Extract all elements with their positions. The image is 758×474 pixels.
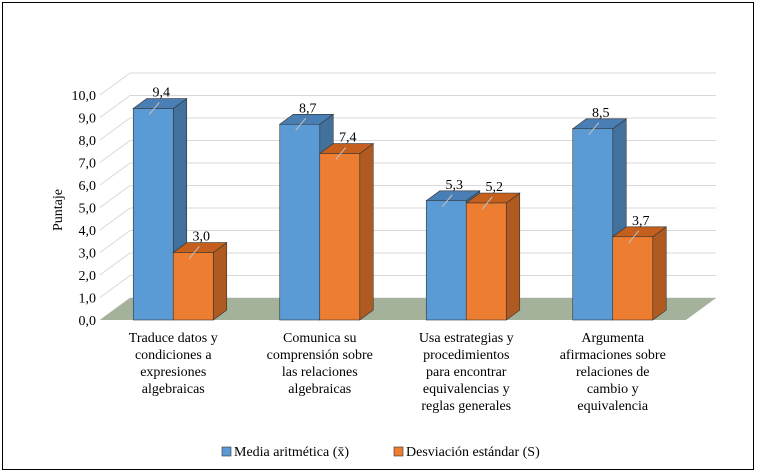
floor: [100, 298, 716, 320]
gridline-side: [99, 185, 131, 208]
bar-mean: [572, 128, 614, 321]
chart-floor: [100, 298, 716, 320]
bar-sd-side: [652, 226, 667, 321]
data-label-leader: [588, 122, 600, 136]
x-category-label: Argumenta afirmaciones sobre relaciones de…: [560, 331, 666, 414]
data-labels: 9,4 3,0 8,7 7,4 5,3 5,2 8,5 3,7: [148, 86, 650, 259]
data-label: 8,5: [592, 106, 610, 121]
y-tick-label: 1,0: [79, 292, 97, 307]
bar-sd: [612, 236, 654, 321]
data-label: 3,7: [632, 214, 650, 229]
legend: Media aritmética (x̄) Desviación estándar…: [221, 445, 540, 460]
x-category-label: Usa estrategias y procedimientos para enco…: [419, 331, 514, 414]
data-label: 9,4: [153, 86, 171, 101]
data-label: 5,2: [486, 180, 504, 195]
data-label: 5,3: [446, 178, 464, 193]
gridline-side: [99, 162, 131, 186]
legend-swatch: [393, 446, 404, 457]
bar-sd: [172, 252, 214, 321]
data-label-leader: [295, 117, 307, 131]
x-axis-categories: Traduce datos y condiciones a expresiones a…: [129, 331, 666, 414]
legend-label: Desviación estándar (S): [406, 445, 540, 460]
data-label-leader: [441, 194, 453, 208]
bar-mean: [279, 123, 321, 321]
gridline-side: [99, 275, 131, 298]
gridline-side: [99, 117, 131, 141]
data-label: 8,7: [299, 101, 317, 116]
data-label: 3,0: [193, 230, 211, 245]
gridline-side: [99, 72, 131, 96]
bar-sd-side: [359, 143, 374, 321]
data-label-leader: [188, 246, 200, 259]
y-tick-label: 8,0: [79, 134, 97, 149]
data-label-leader: [335, 147, 347, 160]
bar-sd: [465, 202, 507, 321]
y-axis-title: Puntaje: [51, 189, 66, 231]
y-tick-label: 4,0: [79, 224, 97, 239]
legend-swatch: [221, 446, 232, 457]
gridline-side: [99, 140, 131, 163]
x-category-label: Traduce datos y condiciones a expresiones a…: [129, 331, 218, 397]
bar-sd-side: [505, 192, 521, 321]
bars: [132, 98, 668, 321]
x-category-label: Comunica su comprensión sobre las relacion…: [267, 331, 373, 397]
y-tick-label: 6,0: [79, 179, 97, 194]
y-axis-ticks: 0,0 1,0 2,0 3,0 4,0 5,0 6,0 7,0 8,0 9,0 10,0: [72, 89, 97, 329]
gridline-side: [99, 252, 131, 276]
y-tick-label: 0,0: [79, 314, 97, 329]
data-label-leader: [628, 230, 640, 244]
y-tick-label: 10,0: [72, 89, 97, 104]
legend-label: Media aritmética (x̄): [234, 445, 349, 460]
bar-mean: [425, 200, 467, 321]
bar-sd-side: [212, 242, 228, 321]
y-tick-label: 9,0: [79, 112, 97, 127]
bar-mean: [132, 108, 174, 321]
gridline-side: [99, 230, 131, 253]
y-tick-label: 2,0: [79, 269, 97, 284]
y-tick-label: 3,0: [79, 247, 97, 262]
data-label-leader: [481, 196, 493, 210]
data-label-leader: [148, 102, 160, 115]
data-label: 7,4: [339, 131, 357, 146]
bar-sd: [319, 153, 361, 321]
gridline-side: [99, 95, 131, 118]
y-tick-label: 7,0: [79, 157, 97, 172]
gridline-side: [99, 207, 131, 231]
y-tick-label: 5,0: [79, 202, 97, 217]
